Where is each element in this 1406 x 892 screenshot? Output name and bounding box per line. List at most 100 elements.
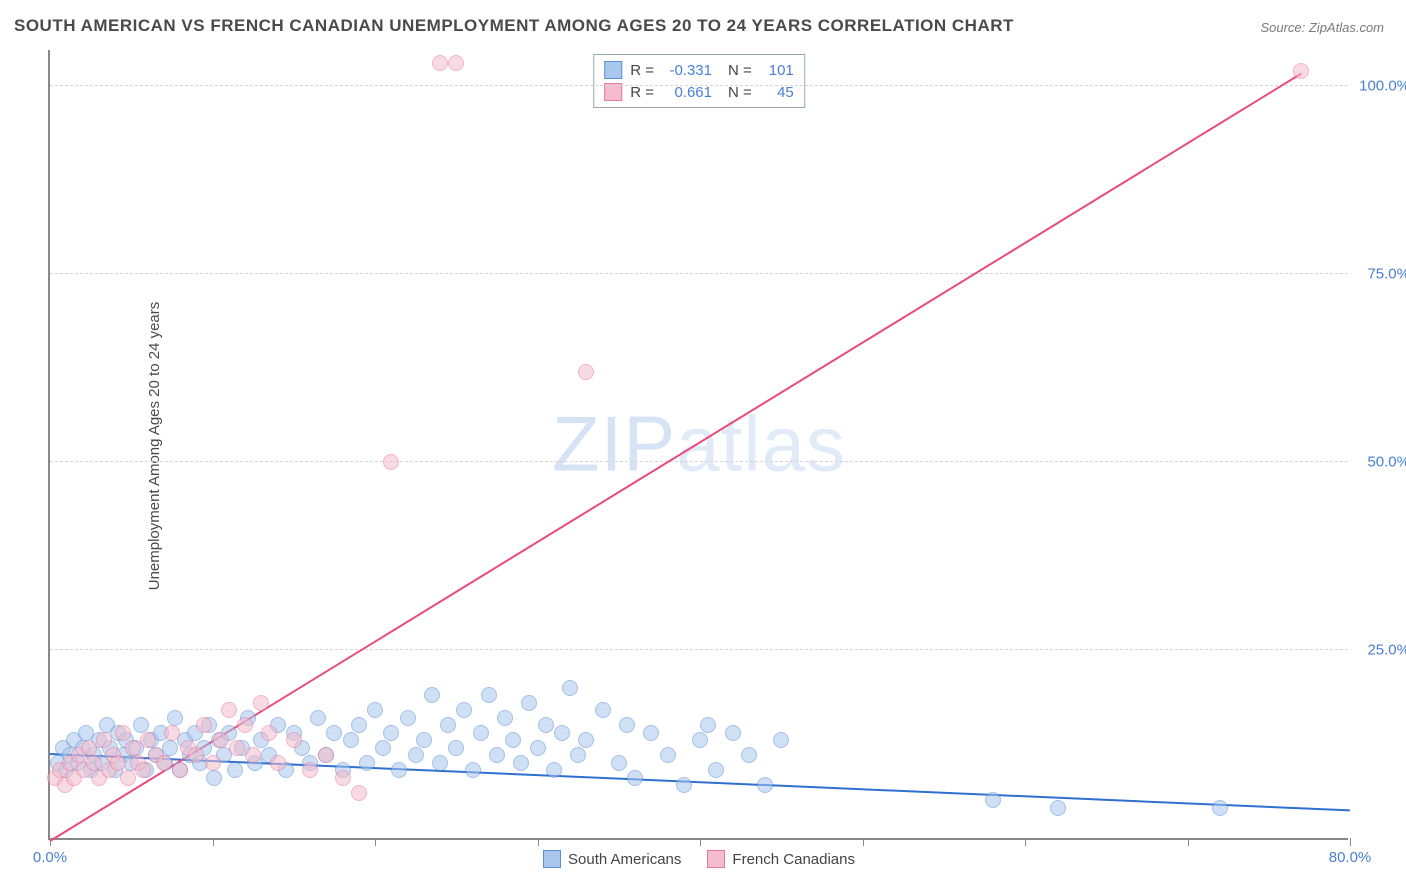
legend-n-value: 101 [760,62,794,79]
legend-n-label: N = [728,84,752,101]
data-point [757,777,773,793]
data-point [237,717,253,733]
data-point [595,702,611,718]
data-point [140,732,156,748]
y-tick-label: 75.0% [1354,265,1406,282]
data-point [619,717,635,733]
data-point [81,740,97,756]
legend-item: French Canadians [707,850,855,868]
x-tick [375,838,376,846]
data-point [465,762,481,778]
data-point [326,725,342,741]
data-point [538,717,554,733]
data-point [432,55,448,71]
legend-r-label: R = [630,84,654,101]
data-point [270,755,286,771]
data-point [676,777,692,793]
data-point [643,725,659,741]
legend-item: South Americans [543,850,681,868]
data-point [162,740,178,756]
plot-area: ZIPatlas R =-0.331N =101R =0.661N =45 So… [48,50,1348,840]
legend-swatch [543,850,561,868]
data-point [302,762,318,778]
x-tick [863,838,864,846]
x-tick [1188,838,1189,846]
y-tick-label: 100.0% [1354,77,1406,94]
data-point [562,680,578,696]
data-point [1212,800,1228,816]
legend-n-value: 45 [760,84,794,101]
data-point [1050,800,1066,816]
data-point [367,702,383,718]
data-point [205,755,221,771]
data-point [261,725,277,741]
data-point [692,732,708,748]
data-point [700,717,716,733]
data-point [530,740,546,756]
legend-n-label: N = [728,62,752,79]
data-point [335,770,351,786]
data-point [156,755,172,771]
data-point [375,740,391,756]
data-point [424,687,440,703]
data-point [351,785,367,801]
data-point [383,454,399,470]
x-tick [1025,838,1026,846]
data-point [229,740,245,756]
data-point [167,710,183,726]
data-point [627,770,643,786]
data-point [725,725,741,741]
legend-label: South Americans [568,851,681,868]
data-point [221,702,237,718]
data-point [343,732,359,748]
data-point [245,747,261,763]
data-point [554,725,570,741]
data-point [578,364,594,380]
data-point [416,732,432,748]
x-tick [1350,838,1351,846]
trend-line [50,753,1350,811]
data-point [86,755,102,771]
data-point [115,725,131,741]
x-tick [213,838,214,846]
x-tick [700,838,701,846]
legend-r-label: R = [630,62,654,79]
legend-swatch [707,850,725,868]
data-point [570,747,586,763]
data-point [351,717,367,733]
data-point [473,725,489,741]
data-point [400,710,416,726]
data-point [546,762,562,778]
legend-r-value: 0.661 [662,84,712,101]
data-point [481,687,497,703]
series-legend: South Americans French Canadians [543,850,855,868]
source-label: Source: ZipAtlas.com [1260,20,1384,35]
data-point [227,762,243,778]
gridline [50,461,1348,462]
data-point [135,762,151,778]
data-point [660,747,676,763]
x-tick-label: 80.0% [1329,849,1372,866]
y-tick-label: 25.0% [1354,641,1406,658]
data-point [513,755,529,771]
data-point [310,710,326,726]
data-point [521,695,537,711]
data-point [188,747,204,763]
data-point [253,695,269,711]
data-point [120,770,136,786]
gridline [50,85,1348,86]
data-point [391,762,407,778]
legend-swatch [604,83,622,101]
data-point [497,710,513,726]
data-point [110,755,126,771]
gridline [50,649,1348,650]
data-point [164,725,180,741]
data-point [505,732,521,748]
legend-row: R =-0.331N =101 [604,59,794,81]
data-point [125,740,141,756]
correlation-legend: R =-0.331N =101R =0.661N =45 [593,54,805,108]
data-point [432,755,448,771]
x-tick [538,838,539,846]
data-point [408,747,424,763]
gridline [50,273,1348,274]
